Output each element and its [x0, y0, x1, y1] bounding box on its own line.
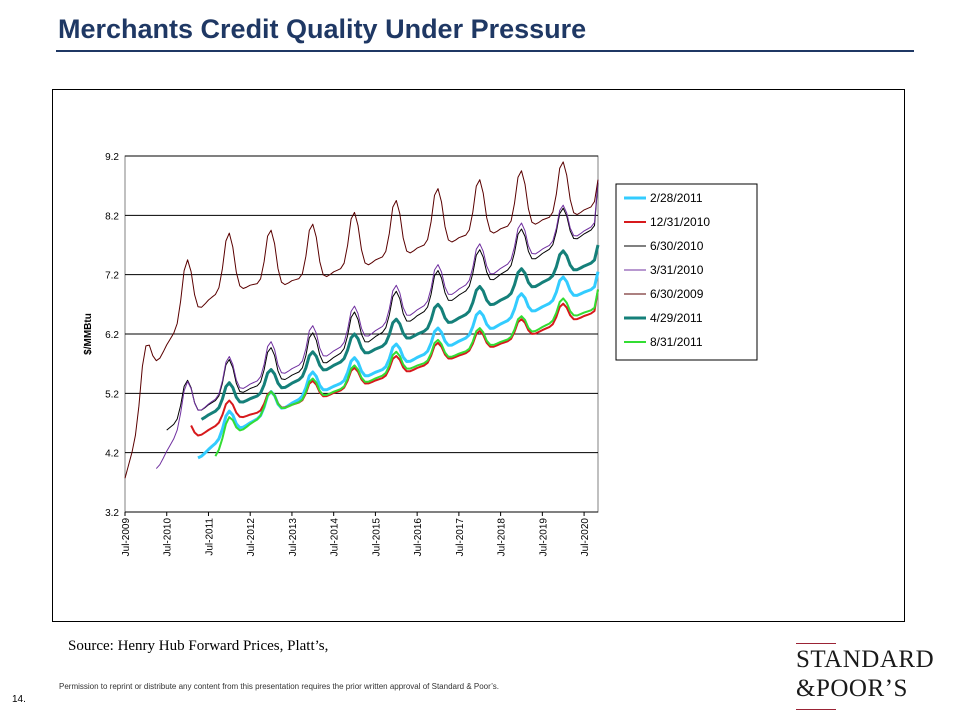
x-tick-label: Jul-2013: [288, 518, 299, 557]
forward-price-chart: 3.2 4.2 5.2 6.2 7.2 8.2 9.2 Jul-2009 Jul-2010 Jul…: [83, 152, 758, 557]
series-line: [124, 161, 599, 479]
x-tick-label: Jul-2015: [371, 518, 382, 557]
x-tick-label: Jul-2019: [538, 518, 549, 557]
x-tick-label: Jul-2011: [204, 518, 215, 556]
legend-label: 4/29/2011: [650, 311, 703, 325]
permission-notice: Permission to reprint or distribute any …: [59, 682, 499, 691]
legend: [615, 183, 758, 361]
series-line: [214, 289, 599, 457]
x-tick-label: Jul-2018: [497, 518, 508, 557]
legend-label: 12/31/2010: [650, 215, 710, 229]
y-axis-label: $/MMBtu: [83, 313, 94, 355]
y-tick-label: 3.2: [105, 508, 119, 519]
x-tick-label: Jul-2020: [580, 518, 591, 557]
title-divider: [56, 50, 914, 52]
x-tick-label: Jul-2014: [330, 518, 341, 557]
x-tick-label: Jul-2017: [455, 518, 466, 557]
source-note: Source: Henry Hub Forward Prices, Platt’…: [68, 638, 329, 654]
legend-label: 6/30/2010: [650, 239, 704, 253]
logo-text-poors: &POOR’S: [796, 675, 908, 702]
page-title: Merchants Credit Quality Under Pressure: [58, 14, 587, 44]
legend-label: 3/31/2010: [650, 263, 704, 277]
series-line: [166, 182, 599, 431]
x-tick-label: Jul-2016: [413, 518, 424, 557]
standard-and-poors-logo: STANDARD &POOR’S: [790, 643, 940, 713]
y-tick-label: 6.2: [105, 330, 119, 341]
legend-label: 6/30/2009: [650, 287, 704, 301]
x-tick-label: Jul-2012: [246, 518, 257, 557]
y-tick-label: 7.2: [105, 271, 119, 282]
y-tick-label: 9.2: [105, 152, 119, 163]
y-tick-label: 4.2: [105, 449, 119, 460]
x-tick-label: Jul-2009: [121, 518, 132, 557]
logo-rule-bottom: [796, 709, 836, 710]
y-tick-label: 5.2: [105, 389, 119, 400]
y-tick-label: 8.2: [105, 211, 119, 222]
chart-frame: 3.2 4.2 5.2 6.2 7.2 8.2 9.2 Jul-2009 Jul-2010 Jul…: [52, 89, 905, 622]
series-line: [155, 179, 599, 469]
series-line: [190, 289, 599, 437]
x-tick-label: Jul-2010: [163, 518, 174, 557]
logo-text-standard: STANDARD: [796, 646, 935, 673]
legend-label: 8/31/2011: [650, 335, 703, 349]
series-line: [200, 244, 600, 421]
legend-label: 2/28/2011: [650, 191, 703, 205]
logo-rule-top: [796, 643, 836, 644]
page-number: 14.: [12, 694, 26, 705]
